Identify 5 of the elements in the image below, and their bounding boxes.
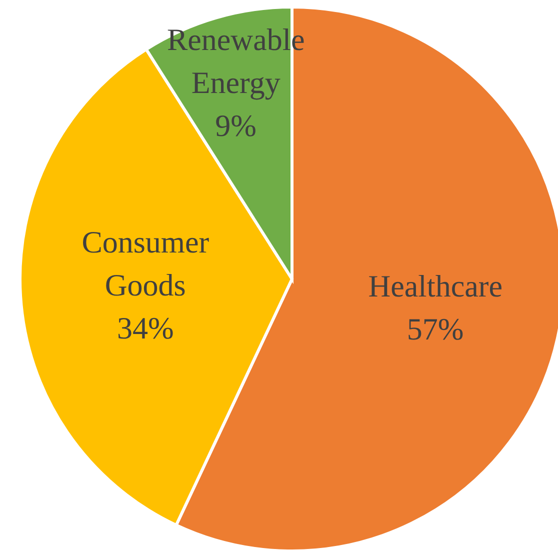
data-label: 57% [406, 312, 464, 347]
data-label: 9% [215, 108, 257, 143]
slice-label: Consumer Goods [82, 224, 210, 302]
data-label: 34% [116, 310, 174, 346]
slice-label: Healthcare [368, 268, 502, 304]
